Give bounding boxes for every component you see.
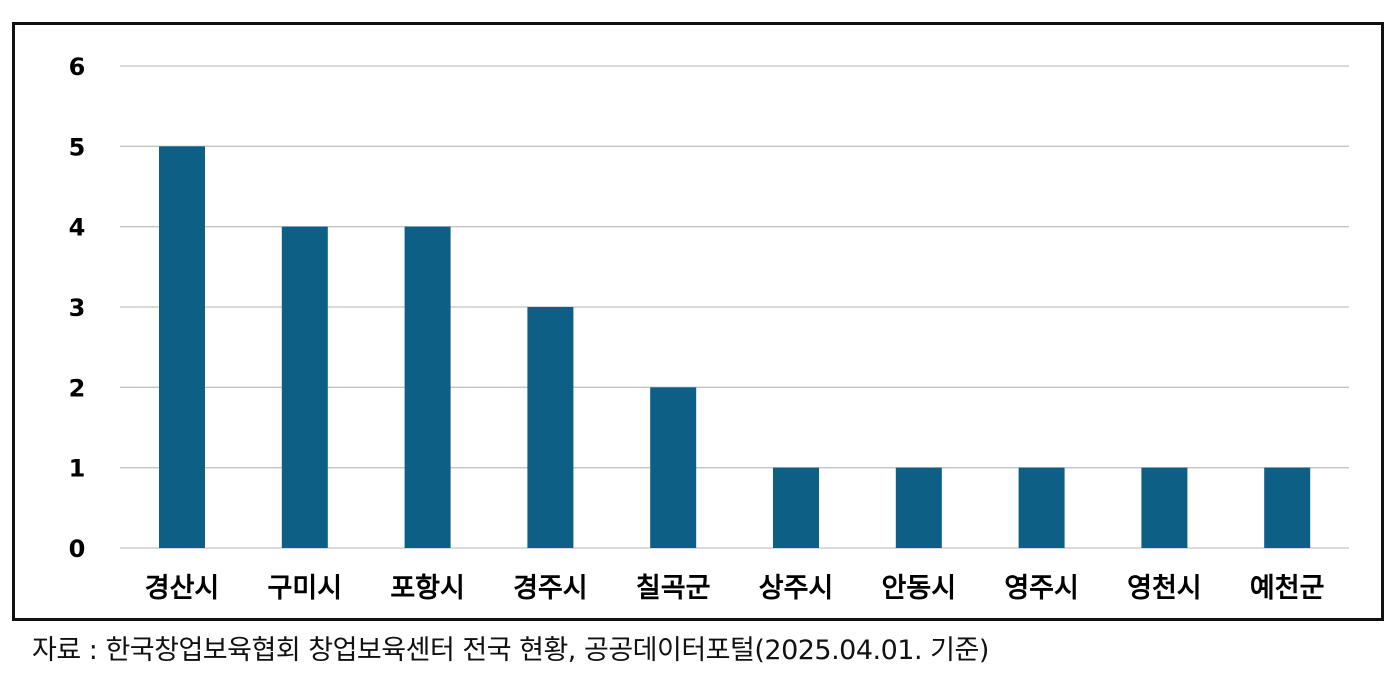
y-tick-label: 4 xyxy=(69,214,86,242)
y-tick-label: 6 xyxy=(69,53,86,81)
y-tick-label: 1 xyxy=(69,455,86,483)
bar-구미시 xyxy=(281,226,328,548)
bar-영천시 xyxy=(1141,467,1188,548)
bar-영주시 xyxy=(1018,467,1065,548)
x-tick-label: 경산시 xyxy=(145,573,220,604)
bar-예천군 xyxy=(1264,467,1311,548)
y-tick-label: 5 xyxy=(69,133,86,161)
x-tick-label: 상주시 xyxy=(759,573,834,604)
x-axis-ticks: 경산시 구미시 포항시 경주시 칠곡군 상주시 안동시 영주시 영천시 예천군 xyxy=(145,573,1325,604)
y-tick-label: 3 xyxy=(69,294,86,322)
bar-경주시 xyxy=(527,307,574,548)
x-tick-label: 예천군 xyxy=(1250,573,1325,604)
bar-chart: 0 1 2 3 4 5 6 경산시 구미시 포항시 경주시 칠곡군 상주시 안동시 영주시 영천시 예천군 xyxy=(69,53,1349,604)
y-tick-label: 2 xyxy=(69,374,86,402)
bar-경산시 xyxy=(159,146,205,548)
x-tick-label: 안동시 xyxy=(882,573,957,604)
bar-칠곡군 xyxy=(650,387,697,548)
x-tick-label: 포항시 xyxy=(390,573,465,604)
x-tick-label: 영천시 xyxy=(1127,573,1202,604)
x-tick-label: 경주시 xyxy=(513,573,588,604)
y-axis-ticks: 0 1 2 3 4 5 6 xyxy=(69,53,86,563)
bar-안동시 xyxy=(895,467,942,548)
source-note: 자료 : 한국창업보육협회 창업보육센터 전국 현황, 공공데이터포털(2025… xyxy=(32,635,989,666)
x-tick-label: 구미시 xyxy=(268,573,343,604)
bars xyxy=(159,146,1311,548)
bar-상주시 xyxy=(773,467,819,548)
x-tick-label: 영주시 xyxy=(1004,573,1079,604)
y-tick-label: 0 xyxy=(69,535,86,563)
bar-포항시 xyxy=(404,226,451,548)
x-tick-label: 칠곡군 xyxy=(636,573,711,604)
chart-frame: 0 1 2 3 4 5 6 경산시 구미시 포항시 경주시 칠곡군 상주시 안동시 영주시 영천시 예천군 xyxy=(12,22,1384,621)
